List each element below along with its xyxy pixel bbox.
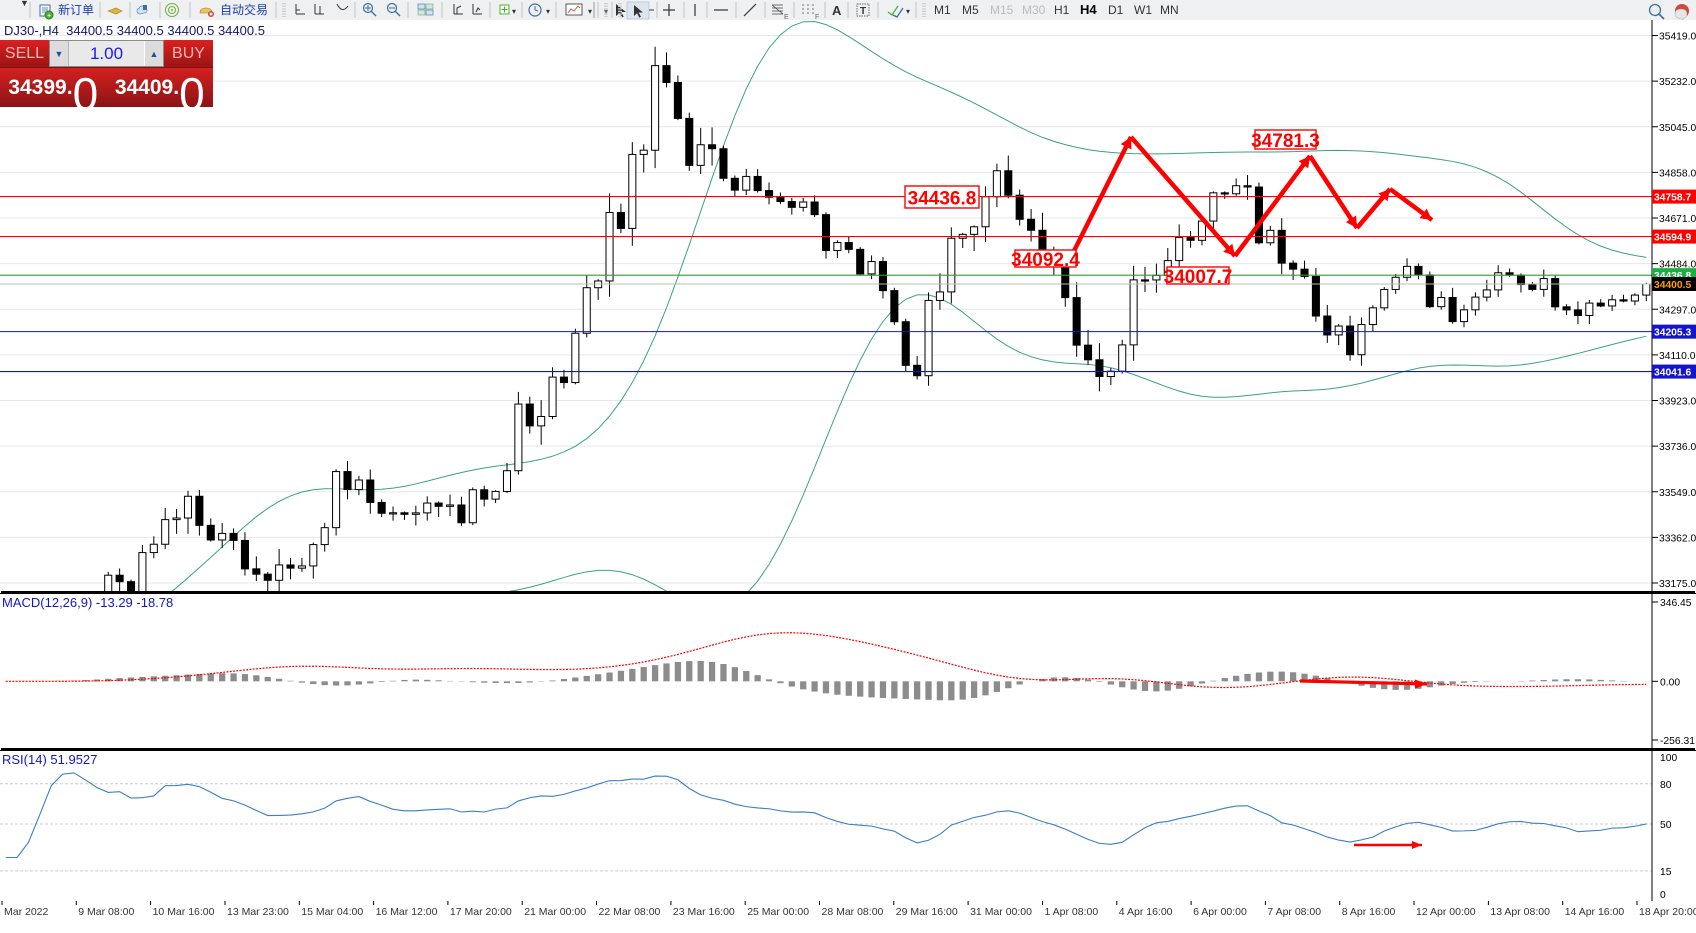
- svg-text:▾: ▾: [588, 7, 592, 16]
- svg-text:▾: ▾: [512, 7, 516, 16]
- svg-text:100: 100: [1660, 753, 1677, 764]
- svg-text:34041.6: 34041.6: [1654, 368, 1691, 379]
- svg-text:新订单: 新订单: [58, 2, 94, 17]
- svg-text:15 Mar 04:00: 15 Mar 04:00: [301, 906, 363, 918]
- svg-text:-256.31: -256.31: [1660, 736, 1695, 747]
- svg-text:34110.0: 34110.0: [1659, 351, 1696, 362]
- svg-text:29 Mar 16:00: 29 Mar 16:00: [896, 906, 958, 918]
- svg-text:0: 0: [1660, 890, 1666, 901]
- svg-text:13 Mar 23:00: 13 Mar 23:00: [227, 906, 289, 918]
- svg-text:34297.0: 34297.0: [1659, 305, 1696, 316]
- svg-text:17 Mar 20:00: 17 Mar 20:00: [450, 906, 512, 918]
- svg-text:▼: ▼: [20, 0, 29, 8]
- svg-text:D1: D1: [1108, 3, 1124, 17]
- svg-text:▾: ▾: [546, 7, 550, 16]
- svg-text:14 Apr 16:00: 14 Apr 16:00: [1565, 906, 1625, 918]
- svg-text:M5: M5: [962, 3, 979, 17]
- svg-text:W1: W1: [1134, 3, 1152, 17]
- svg-text:34594.9: 34594.9: [1654, 233, 1691, 244]
- svg-text:33175.0: 33175.0: [1659, 579, 1696, 590]
- svg-text:25 Mar 00:00: 25 Mar 00:00: [747, 906, 809, 918]
- svg-text:H4: H4: [1080, 2, 1097, 17]
- svg-text:34671.0: 34671.0: [1659, 214, 1696, 225]
- svg-text:MN: MN: [1160, 3, 1179, 17]
- svg-text:33549.0: 33549.0: [1659, 488, 1696, 499]
- svg-text:35045.0: 35045.0: [1659, 123, 1696, 134]
- svg-text:M1: M1: [934, 3, 951, 17]
- svg-text:9 Mar 08:00: 9 Mar 08:00: [78, 906, 134, 918]
- svg-text:33923.0: 33923.0: [1659, 397, 1696, 408]
- svg-text:16 Mar 12:00: 16 Mar 12:00: [376, 906, 438, 918]
- svg-text:13 Apr 08:00: 13 Apr 08:00: [1490, 906, 1550, 918]
- svg-text:18 Apr 20:00: 18 Apr 20:00: [1639, 906, 1696, 918]
- svg-text:34758.7: 34758.7: [1654, 193, 1691, 204]
- svg-text:自动交易: 自动交易: [220, 2, 268, 17]
- svg-text:346.45: 346.45: [1660, 598, 1692, 609]
- svg-text:+: +: [47, 12, 51, 19]
- svg-text:35419.0: 35419.0: [1659, 32, 1696, 43]
- svg-text:▾: ▾: [906, 7, 910, 16]
- svg-text:31 Mar 00:00: 31 Mar 00:00: [970, 906, 1032, 918]
- svg-text:M30: M30: [1022, 3, 1046, 17]
- svg-text:33736.0: 33736.0: [1659, 442, 1696, 453]
- svg-text:0.00: 0.00: [1660, 677, 1680, 688]
- svg-text:22 Mar 08:00: 22 Mar 08:00: [599, 906, 661, 918]
- svg-text:1 Apr 08:00: 1 Apr 08:00: [1045, 906, 1099, 918]
- svg-text:10 Mar 16:00: 10 Mar 16:00: [153, 906, 215, 918]
- svg-text:34007.7: 34007.7: [1164, 267, 1233, 288]
- svg-text:34400.5: 34400.5: [1654, 280, 1691, 291]
- svg-text:34092.4: 34092.4: [1011, 250, 1080, 271]
- svg-text:▾: ▾: [604, 7, 608, 16]
- svg-text:T: T: [860, 6, 866, 17]
- svg-text:34436.8: 34436.8: [908, 189, 977, 210]
- svg-text:28 Mar 08:00: 28 Mar 08:00: [822, 906, 884, 918]
- svg-text:M15: M15: [990, 3, 1014, 17]
- svg-text:12 Apr 00:00: 12 Apr 00:00: [1416, 906, 1476, 918]
- svg-text:50: 50: [1660, 820, 1672, 831]
- svg-text:H1: H1: [1054, 3, 1070, 17]
- svg-text:34858.0: 34858.0: [1659, 168, 1696, 179]
- svg-text:15: 15: [1660, 867, 1672, 878]
- svg-text:34781.3: 34781.3: [1251, 131, 1320, 152]
- svg-text:7 Apr 08:00: 7 Apr 08:00: [1267, 906, 1321, 918]
- svg-text:23 Mar 16:00: 23 Mar 16:00: [673, 906, 735, 918]
- svg-text:Mar 2022: Mar 2022: [4, 906, 49, 918]
- svg-text:21 Mar 00:00: 21 Mar 00:00: [524, 906, 586, 918]
- svg-text:80: 80: [1660, 780, 1672, 791]
- svg-text:6 Apr 00:00: 6 Apr 00:00: [1193, 906, 1247, 918]
- svg-text:35232.0: 35232.0: [1659, 77, 1696, 88]
- svg-text:A: A: [832, 3, 842, 18]
- svg-text:8 Apr 16:00: 8 Apr 16:00: [1342, 906, 1396, 918]
- svg-text:33362.0: 33362.0: [1659, 533, 1696, 544]
- svg-text:34205.3: 34205.3: [1654, 328, 1691, 339]
- svg-text:4 Apr 16:00: 4 Apr 16:00: [1119, 906, 1173, 918]
